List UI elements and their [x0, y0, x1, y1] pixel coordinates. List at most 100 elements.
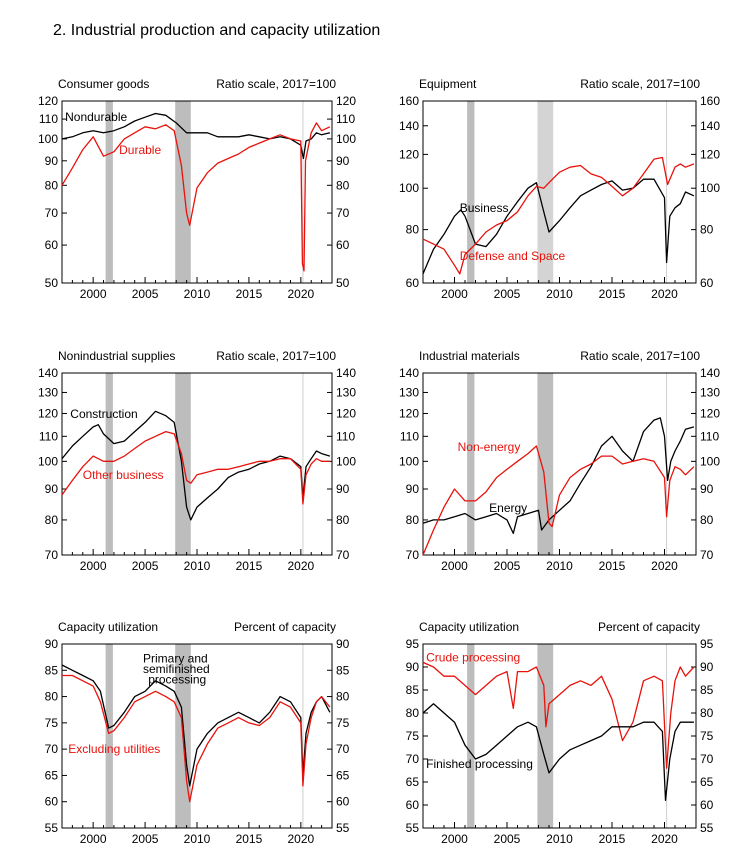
recession-band — [467, 373, 475, 555]
y-tick-label: 120 — [700, 147, 720, 161]
y-tick-label: 80 — [45, 690, 59, 704]
recession-band — [105, 373, 113, 555]
y-tick-label: 95 — [406, 637, 420, 651]
y-tick-label: 100 — [700, 181, 720, 195]
y-tick-label: 80 — [700, 223, 714, 237]
x-tick-label: 2000 — [441, 559, 468, 573]
y-tick-label: 90 — [45, 482, 59, 496]
series-line — [62, 674, 331, 803]
series-label: Crude processing — [426, 650, 520, 664]
x-tick-label: 2010 — [546, 832, 573, 846]
series-line — [61, 410, 331, 521]
series-label: processing — [148, 672, 206, 686]
y-tick-label: 80 — [45, 513, 59, 527]
y-tick-label: 80 — [45, 178, 59, 192]
series-line — [422, 703, 694, 802]
y-tick-label: 70 — [45, 206, 59, 220]
x-tick-label: 2015 — [236, 832, 263, 846]
figure-title: 2. Industrial production and capacity ut… — [53, 22, 381, 39]
y-tick-label: 85 — [336, 663, 350, 677]
x-tick-label: 2005 — [132, 559, 159, 573]
series-line — [61, 122, 331, 272]
y-tick-label: 90 — [700, 660, 714, 674]
y-tick-label: 140 — [38, 366, 58, 380]
y-tick-label: 65 — [336, 768, 350, 782]
panel-title: Industrial materials — [419, 349, 520, 363]
x-tick-label: 2015 — [599, 559, 626, 573]
y-tick-label: 70 — [45, 742, 59, 756]
x-tick-label: 2015 — [236, 559, 263, 573]
y-tick-label: 75 — [45, 716, 59, 730]
panel-title: Nonindustrial supplies — [58, 349, 175, 363]
panel-title: Equipment — [419, 77, 477, 91]
y-tick-label: 120 — [336, 406, 356, 420]
y-tick-label: 70 — [700, 752, 714, 766]
y-tick-label: 75 — [336, 716, 350, 730]
scale-note: Ratio scale, 2017=100 — [216, 349, 336, 363]
y-tick-label: 90 — [406, 482, 420, 496]
series-line — [422, 417, 695, 535]
y-tick-label: 60 — [406, 798, 420, 812]
y-tick-label: 95 — [700, 637, 714, 651]
series-line — [422, 661, 695, 769]
y-tick-label: 140 — [700, 366, 720, 380]
x-tick-label: 2015 — [236, 287, 263, 301]
series-line — [61, 112, 331, 160]
series-label: Nondurable — [65, 110, 127, 124]
y-tick-label: 120 — [38, 94, 58, 108]
recession-band — [537, 644, 554, 828]
series-label: Business — [460, 201, 509, 215]
x-tick-label: 2020 — [287, 832, 314, 846]
series-label: Primary and — [143, 651, 208, 665]
y-tick-label: 100 — [336, 132, 356, 146]
y-tick-label: 90 — [45, 637, 59, 651]
x-tick-label: 2005 — [132, 287, 159, 301]
recession-band — [467, 101, 475, 283]
y-tick-label: 130 — [38, 385, 58, 399]
x-tick-label: 2010 — [184, 287, 211, 301]
series-line — [61, 430, 330, 505]
series-line — [422, 178, 695, 275]
x-tick-label: 2020 — [651, 287, 678, 301]
y-tick-label: 70 — [406, 548, 420, 562]
panel-title: Capacity utilization — [419, 620, 519, 634]
y-tick-label: 60 — [336, 238, 350, 252]
scale-note: Ratio scale, 2017=100 — [216, 77, 336, 91]
y-tick-label: 110 — [39, 112, 58, 126]
y-tick-label: 70 — [336, 548, 350, 562]
x-tick-label: 2005 — [132, 832, 159, 846]
y-tick-label: 80 — [406, 706, 420, 720]
scale-note: Ratio scale, 2017=100 — [580, 349, 700, 363]
series-label: Finished processing — [426, 757, 533, 771]
y-tick-label: 110 — [400, 429, 419, 443]
recession-band — [467, 644, 475, 828]
series-line — [422, 156, 695, 275]
plot-frame — [61, 100, 333, 284]
y-tick-label: 80 — [700, 513, 714, 527]
recession-band — [105, 644, 113, 828]
x-tick-label: 2015 — [599, 832, 626, 846]
recession-band — [105, 101, 113, 283]
y-tick-label: 140 — [700, 119, 720, 133]
y-tick-label: 90 — [336, 637, 350, 651]
y-tick-label: 60 — [700, 276, 714, 290]
y-tick-label: 80 — [336, 178, 350, 192]
y-tick-label: 130 — [399, 385, 419, 399]
x-tick-label: 2010 — [546, 559, 573, 573]
y-tick-label: 90 — [336, 154, 350, 168]
x-tick-label: 2000 — [80, 832, 107, 846]
y-tick-label: 160 — [399, 94, 419, 108]
y-tick-label: 80 — [406, 513, 420, 527]
series-label: semifinished — [143, 662, 210, 676]
y-tick-label: 130 — [700, 385, 720, 399]
y-tick-label: 50 — [336, 276, 350, 290]
x-tick-label: 2020 — [651, 559, 678, 573]
x-tick-label: 2005 — [494, 832, 521, 846]
x-tick-label: 2000 — [441, 287, 468, 301]
y-tick-label: 140 — [399, 366, 419, 380]
x-tick-label: 2010 — [184, 559, 211, 573]
x-tick-label: 2010 — [184, 832, 211, 846]
y-tick-label: 50 — [45, 276, 59, 290]
y-tick-label: 80 — [336, 513, 350, 527]
plot-frame — [61, 372, 333, 556]
